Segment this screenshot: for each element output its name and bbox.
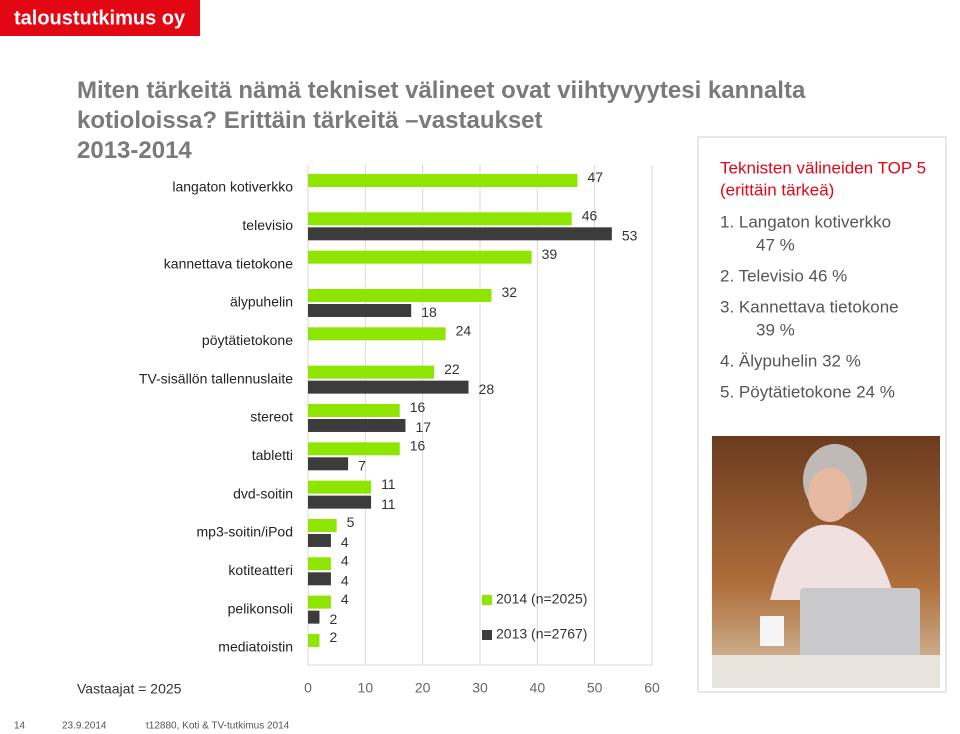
value-label: 11 [381,476,396,492]
category-label: kannettava tietokone [164,255,293,271]
bar [308,480,372,494]
footer-source: t12880, Koti & TV-tutkimus 2014 [146,721,290,732]
photo-table [712,655,940,688]
bar [308,442,400,456]
logo-bg [0,0,200,36]
value-label: 16 [410,399,426,415]
x-tick-label: 60 [644,680,660,696]
category-label: langaton kotiverkko [172,179,293,195]
legend-swatch [482,595,492,605]
sidebar-box [697,136,947,693]
value-label: 7 [358,458,366,474]
legend-swatch [482,630,492,640]
x-tick-label: 30 [472,680,488,696]
value-label: 11 [381,496,396,512]
x-tick-label: 40 [530,680,546,696]
bar [308,365,435,379]
sidebar-item: 4. Älypuhelin 32 % [720,351,861,370]
x-tick-label: 20 [415,680,431,696]
photo-cup [760,616,784,646]
category-label: mediatoistin [218,639,293,655]
bar [308,250,532,264]
category-label: tabletti [252,447,293,463]
category-label: mp3-soitin/iPod [197,524,294,540]
bar [308,288,492,302]
value-label: 39 [542,246,558,262]
sidebar-title: Teknisten välineiden TOP 5 [720,158,926,177]
category-label: älypuhelin [230,294,293,310]
bar [308,557,331,571]
value-label: 46 [582,208,598,224]
value-label: 2 [329,629,337,645]
value-label: 47 [587,169,603,185]
bar [308,633,320,647]
sidebar-item: 2. Televisio 46 % [720,266,847,285]
sidebar-item: 3. Kannettava tietokone [720,297,899,316]
photo-laptop [800,588,920,658]
category-label: pelikonsoli [228,600,293,616]
bar [308,418,406,432]
value-label: 4 [341,553,349,569]
bar [308,327,446,341]
category-label: kotiteatteri [228,562,293,578]
title-line: kotioloissa? Erittäin tärkeitä –vastauks… [77,107,543,134]
value-label: 17 [415,419,431,435]
value-label: 4 [341,573,349,589]
logo: taloustutkimus oy [14,7,186,29]
bar [308,595,331,609]
value-label: 16 [410,438,426,454]
photo-sweater [770,524,895,600]
x-tick-label: 50 [587,680,603,696]
footer-date: 23.9.2014 [62,721,107,732]
legend-label: 2013 (n=2767) [496,626,587,642]
bar [308,572,331,586]
value-label: 24 [456,323,472,339]
title-line: Miten tärkeitä nämä tekniset välineet ov… [77,77,806,104]
value-label: 53 [622,228,638,244]
sidebar-title: (erittäin tärkeä) [720,180,834,199]
value-label: 28 [479,381,495,397]
bar [308,533,331,547]
bar [308,518,337,532]
x-tick-label: 10 [358,680,374,696]
category-label: stereot [250,409,293,425]
sidebar-item: 39 % [756,320,795,339]
value-label: 2 [329,611,337,627]
bar [308,457,349,471]
bar [308,610,320,624]
bar [308,403,400,417]
photo-face [808,468,852,522]
bar [308,303,412,317]
legend-label: 2014 (n=2025) [496,591,587,607]
category-label: televisio [242,217,293,233]
note: Vastaajat = 2025 [77,681,182,697]
value-label: 4 [341,534,349,550]
value-label: 4 [341,591,349,607]
sidebar-item: 47 % [756,235,795,254]
bar [308,212,572,226]
bar [308,227,612,241]
category-label: dvd-soitin [233,485,293,501]
sidebar-item: 5. Pöytätietokone 24 % [720,382,895,401]
bar [308,174,578,187]
footer-page: 14 [14,721,26,732]
value-label: 5 [347,514,355,530]
value-label: 32 [501,284,517,300]
sidebar-item: 1. Langaton kotiverkko [720,212,891,231]
value-label: 22 [444,361,460,377]
category-label: pöytätietokone [202,332,293,348]
category-label: TV-sisällön tallennuslaite [139,370,293,386]
title-line: 2013-2014 [77,137,192,164]
bar [308,380,469,394]
bar [308,495,372,509]
x-tick-label: 0 [304,680,312,696]
value-label: 18 [421,304,437,320]
photo [712,436,940,688]
